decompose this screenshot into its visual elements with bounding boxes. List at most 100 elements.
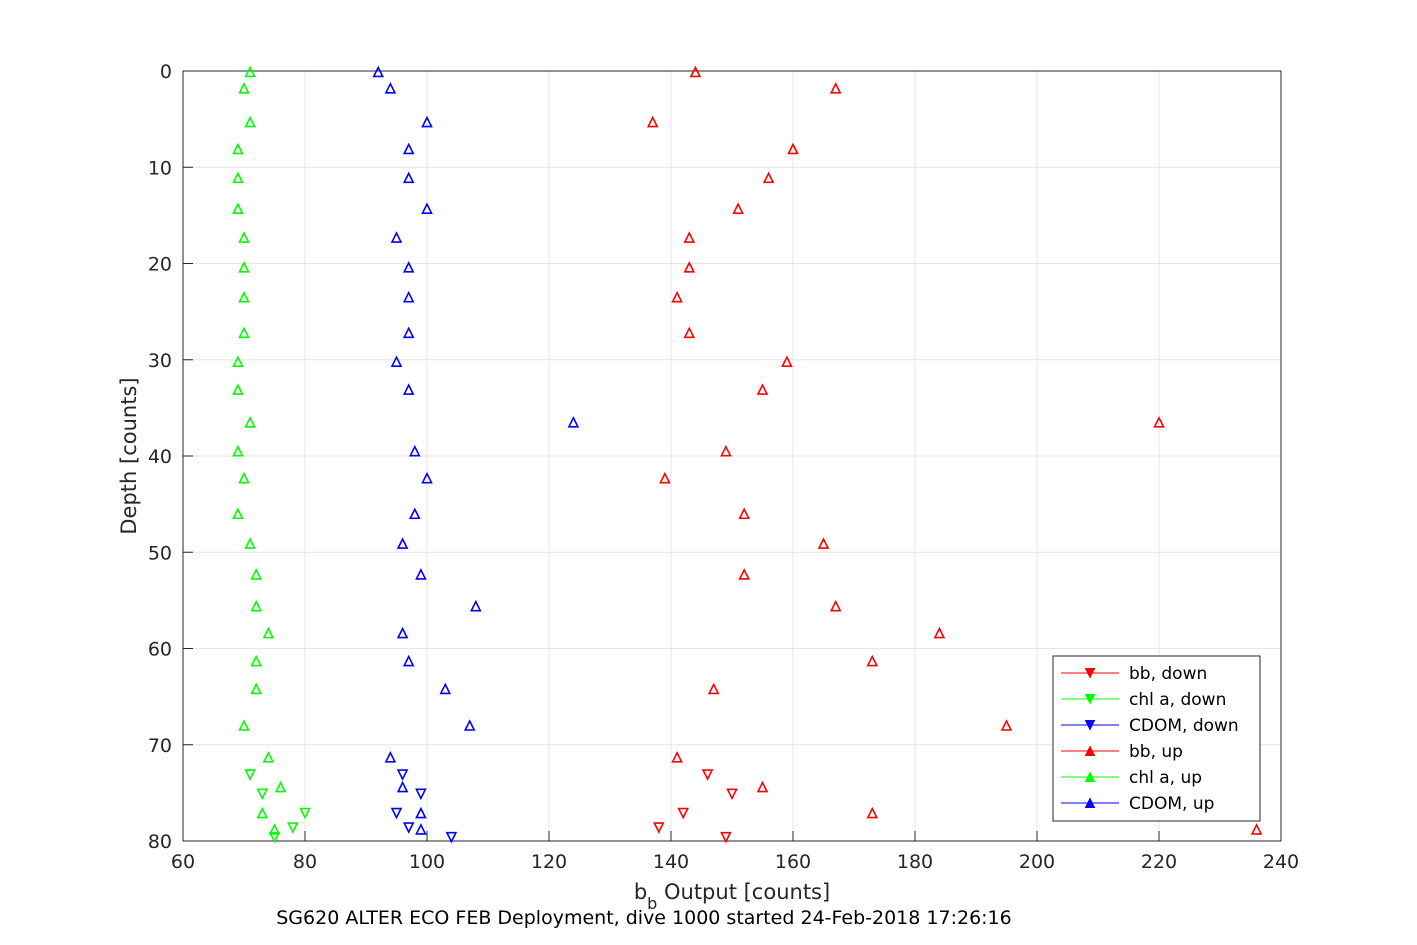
data-point [232, 444, 244, 457]
data-points [232, 65, 1263, 844]
legend: bb, down chl a, down CDOM, down bb, up chl a… [1052, 655, 1261, 822]
x-tick-label: 120 [531, 851, 567, 873]
legend-marker [1084, 771, 1096, 782]
data-point [756, 780, 769, 793]
data-point [787, 142, 799, 155]
data-point [396, 626, 409, 639]
data-point [274, 780, 287, 793]
data-point [238, 231, 250, 243]
data-point [402, 822, 415, 834]
data-point [244, 416, 256, 428]
y-tick-label: 70 [148, 735, 172, 757]
data-point [421, 202, 433, 214]
data-point [720, 831, 732, 844]
data-point [677, 807, 689, 820]
x-tick-label: 100 [409, 851, 445, 873]
legend-label: bb, up [1129, 742, 1183, 762]
data-point [659, 471, 671, 484]
legend-marker [1084, 797, 1096, 808]
data-point [683, 326, 696, 339]
chart-caption: SG620 ALTER ECO FEB Deployment, dive 100… [276, 907, 1011, 929]
data-point [384, 82, 397, 94]
data-point [738, 568, 750, 580]
data-point [396, 537, 409, 549]
data-point [421, 115, 433, 128]
axis-ticks: 60 80 100 120 140 160 180 200 220 240010203040506… [148, 61, 1299, 873]
data-point [256, 806, 269, 819]
data-point [671, 750, 683, 763]
x-axis-label-rest: Output [counts] [657, 880, 830, 904]
data-point [250, 654, 262, 667]
data-point [402, 290, 415, 303]
data-point [232, 355, 244, 367]
data-point [463, 719, 476, 731]
data-point [439, 682, 452, 695]
x-axis-label-subscript: b [647, 894, 657, 913]
data-point [707, 682, 720, 695]
data-point [781, 355, 793, 367]
data-point [1000, 719, 1013, 731]
data-point [829, 599, 842, 612]
data-point [683, 261, 696, 273]
x-tick-label: 160 [775, 851, 811, 873]
data-point [390, 355, 403, 367]
data-point [866, 806, 879, 819]
data-point [829, 82, 842, 94]
data-point [256, 788, 269, 801]
data-point [817, 537, 830, 549]
data-point [402, 142, 415, 155]
data-point [390, 807, 403, 820]
data-point [415, 806, 427, 819]
data-point [683, 231, 696, 243]
data-point [567, 416, 580, 428]
x-tick-label: 140 [653, 851, 689, 873]
data-point [244, 115, 256, 128]
data-point [238, 82, 250, 94]
y-tick-label: 0 [160, 61, 172, 83]
legend-label: CDOM, down [1129, 716, 1239, 736]
data-point [689, 65, 702, 78]
data-point [701, 769, 714, 781]
data-point [646, 115, 659, 128]
data-point [287, 822, 299, 834]
legend-label: bb, down [1129, 664, 1207, 684]
x-tick-label: 200 [1019, 851, 1055, 873]
data-point [238, 719, 250, 731]
data-point [232, 507, 244, 520]
y-tick-label: 30 [148, 350, 172, 372]
legend-label: chl a, down [1129, 690, 1226, 710]
data-point [384, 750, 397, 763]
data-point [244, 537, 256, 549]
data-point [232, 383, 244, 395]
legend-box [1052, 655, 1261, 822]
data-point [653, 822, 665, 834]
data-point [402, 326, 415, 339]
data-point [421, 471, 433, 484]
data-point [372, 65, 384, 78]
data-point [1153, 416, 1165, 428]
x-tick-label: 80 [293, 851, 317, 873]
data-point [409, 507, 421, 520]
data-point [244, 65, 256, 78]
x-axis-label: bb Output [counts] [634, 880, 830, 913]
data-point [299, 807, 311, 820]
data-point [238, 290, 250, 303]
data-point [402, 261, 415, 273]
data-point [415, 823, 427, 835]
data-point [732, 202, 744, 214]
data-point [671, 290, 683, 303]
legend-marker [1084, 668, 1096, 679]
y-tick-label: 60 [148, 639, 172, 661]
data-point [268, 831, 281, 844]
data-point [402, 654, 415, 667]
legend-marker [1084, 694, 1096, 705]
data-point [250, 599, 262, 612]
data-point [415, 568, 427, 580]
data-point [738, 507, 750, 520]
data-point [262, 750, 275, 763]
x-axis-label-main: b [634, 880, 647, 904]
data-point [268, 823, 281, 835]
data-point [262, 626, 275, 639]
legend-marker [1084, 720, 1096, 731]
